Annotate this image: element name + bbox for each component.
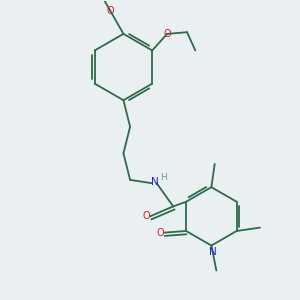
Text: O: O bbox=[142, 212, 150, 221]
Text: N: N bbox=[151, 176, 159, 187]
Text: O: O bbox=[163, 29, 171, 39]
Text: O: O bbox=[157, 228, 164, 238]
Text: O: O bbox=[106, 6, 114, 16]
Text: H: H bbox=[160, 173, 166, 182]
Text: N: N bbox=[209, 247, 217, 256]
